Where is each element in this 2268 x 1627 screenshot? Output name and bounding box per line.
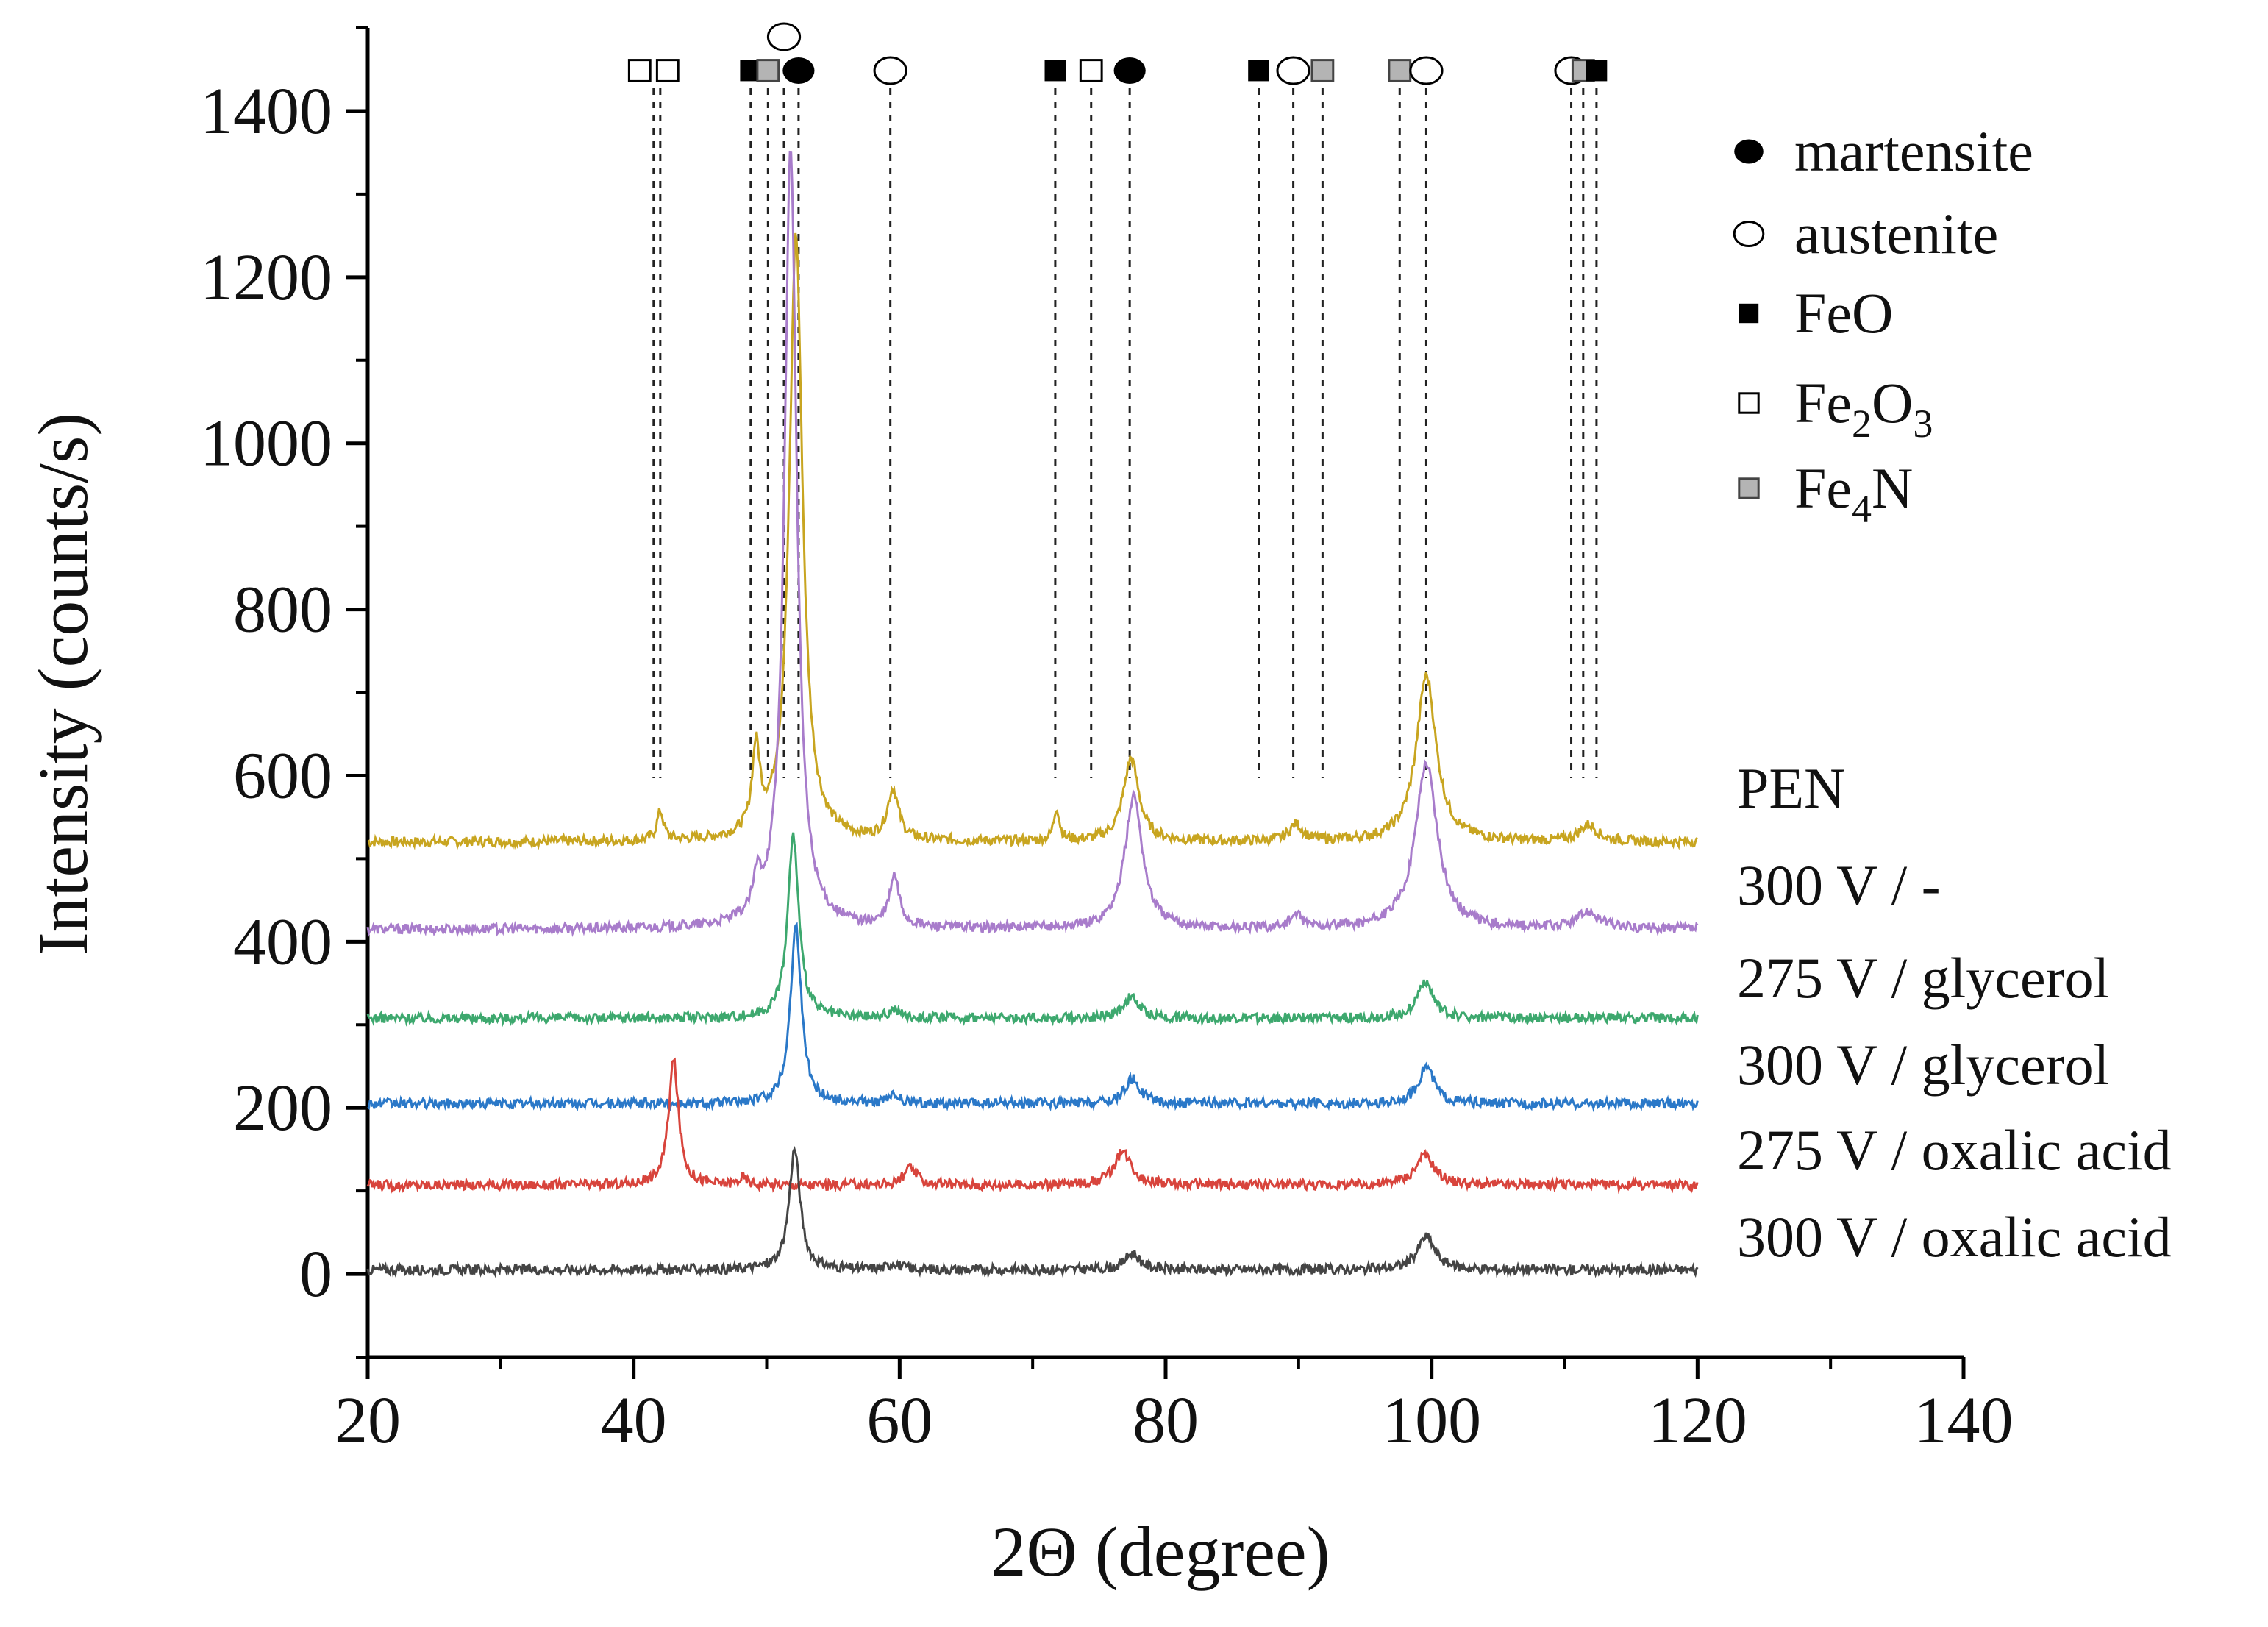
feo-marker (1044, 60, 1066, 82)
fe2o3-marker (627, 59, 652, 82)
y-tick-label: 200 (233, 1072, 332, 1144)
feo-marker (1248, 60, 1269, 82)
x-axis-title: 2Θ (degree) (991, 1512, 1330, 1591)
x-tick-label: 120 (1648, 1384, 1747, 1457)
legend-label: martensite (1794, 119, 2033, 183)
x-tick-label: 40 (601, 1384, 667, 1457)
legend-label: Fe4N (1794, 456, 1913, 531)
austenite-marker (1733, 221, 1765, 247)
austenite-marker (1276, 56, 1310, 85)
fe4n-marker (1388, 59, 1412, 82)
legend-label: austenite (1794, 202, 1998, 266)
martensite-marker (782, 57, 815, 84)
x-tick-label: 140 (1914, 1384, 2014, 1457)
feo-marker (1739, 303, 1759, 324)
trace-label: 300 V / glycerol (1737, 1033, 2109, 1097)
trace-line (366, 832, 1699, 1028)
y-tick-label: 1200 (200, 241, 332, 314)
legend: martensite austenite FeO Fe2O3 Fe4N (1733, 119, 2033, 531)
martensite-marker (1734, 139, 1764, 164)
trace-label: 275 V / glycerol (1737, 946, 2109, 1010)
trace-line (367, 922, 1699, 1113)
x-tick-label: 60 (866, 1384, 932, 1457)
phase-reference-lines (652, 88, 1598, 778)
fe2o3-marker (655, 59, 680, 82)
trace-line (366, 1057, 1699, 1195)
fe2o3-marker (1738, 392, 1760, 414)
y-tick-label: 800 (233, 574, 332, 647)
y-tick-label: 1400 (200, 75, 332, 148)
trace-label: 300 V / - (1737, 853, 1941, 917)
trace-label: 300 V / oxalic acid (1737, 1205, 2172, 1269)
y-tick-label: 400 (233, 905, 332, 978)
x-tick-label: 100 (1382, 1384, 1481, 1457)
y-tick-label: 0 (299, 1238, 332, 1311)
trace-line (366, 1146, 1699, 1279)
x-tick-label: 20 (335, 1384, 401, 1457)
fe2o3-marker (1079, 59, 1103, 82)
trace-line (367, 232, 1699, 851)
phase-markers (627, 22, 1608, 85)
trace-line (366, 150, 1699, 939)
y-axis-title: Intensity (counts/s) (24, 413, 102, 956)
y-tick-label: 1000 (200, 407, 332, 480)
trace-label: PEN (1737, 756, 1845, 820)
diffraction-traces (366, 150, 1699, 1279)
austenite-marker (766, 22, 802, 51)
feo-marker (1586, 60, 1608, 82)
fe4n-marker (1738, 477, 1760, 499)
trace-label: 275 V / oxalic acid (1737, 1118, 2172, 1182)
austenite-marker (873, 56, 907, 85)
austenite-marker (1409, 56, 1444, 85)
trace-labels: PEN 300 V / - 275 V / glycerol 300 V / glyc… (1737, 756, 2172, 1269)
martensite-marker (1113, 57, 1146, 84)
axes: 20 40 60 80 100 120 14002004006008001000120014… (200, 26, 2014, 1457)
y-tick-label: 600 (233, 739, 332, 812)
x-tick-label: 80 (1133, 1384, 1199, 1457)
fe4n-marker (756, 59, 780, 82)
legend-label: FeO (1794, 281, 1893, 345)
legend-label: Fe2O3 (1794, 371, 1933, 446)
fe4n-marker (1310, 59, 1335, 82)
